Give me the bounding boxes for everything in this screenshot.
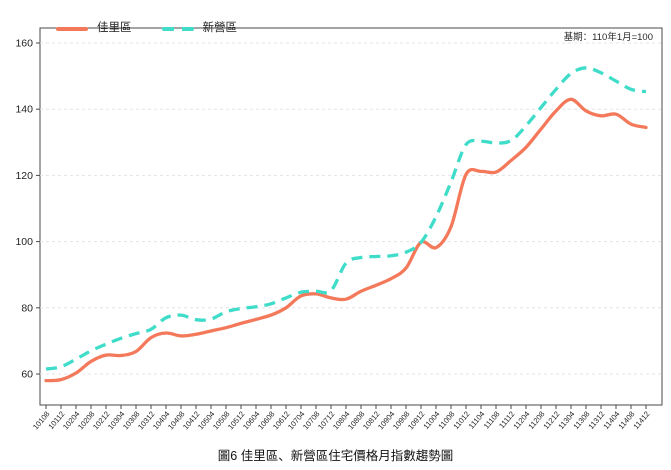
y-tick-label: 140 [15, 104, 33, 116]
legend-item-jiali: 佳里區 [56, 22, 132, 35]
y-tick-label: 80 [21, 302, 33, 314]
base-period-note: 基期：110年1月=100 [563, 32, 653, 43]
axes: 6080100120140160101081011210204102081021… [15, 38, 651, 432]
xinying-line-sample-icon [161, 26, 194, 31]
x-tick-label: 11012 [451, 410, 471, 432]
series-line-1 [45, 66, 647, 371]
data-series [44, 66, 648, 383]
legend: 佳里區 新營區 [56, 22, 238, 35]
series-line-0 [44, 97, 648, 383]
legend-label-xinying: 新營區 [202, 22, 238, 34]
y-tick-label: 60 [21, 369, 33, 381]
jiali-line-sample-icon [56, 26, 88, 31]
legend-label-jiali: 佳里區 [97, 22, 132, 34]
x-tick-label: 11412 [631, 410, 651, 432]
x-tick-label: 11108 [482, 410, 502, 431]
chart-caption: 圖6 佳里區、新營區住宅價格月指數趨勢圖 [217, 449, 454, 463]
gridlines [40, 42, 662, 375]
plot-frame [39, 27, 663, 406]
legend-item-xinying: 新營區 [161, 22, 238, 35]
y-tick-label: 120 [15, 170, 33, 182]
y-tick-label: 160 [15, 38, 33, 50]
y-tick-label: 100 [15, 236, 33, 248]
